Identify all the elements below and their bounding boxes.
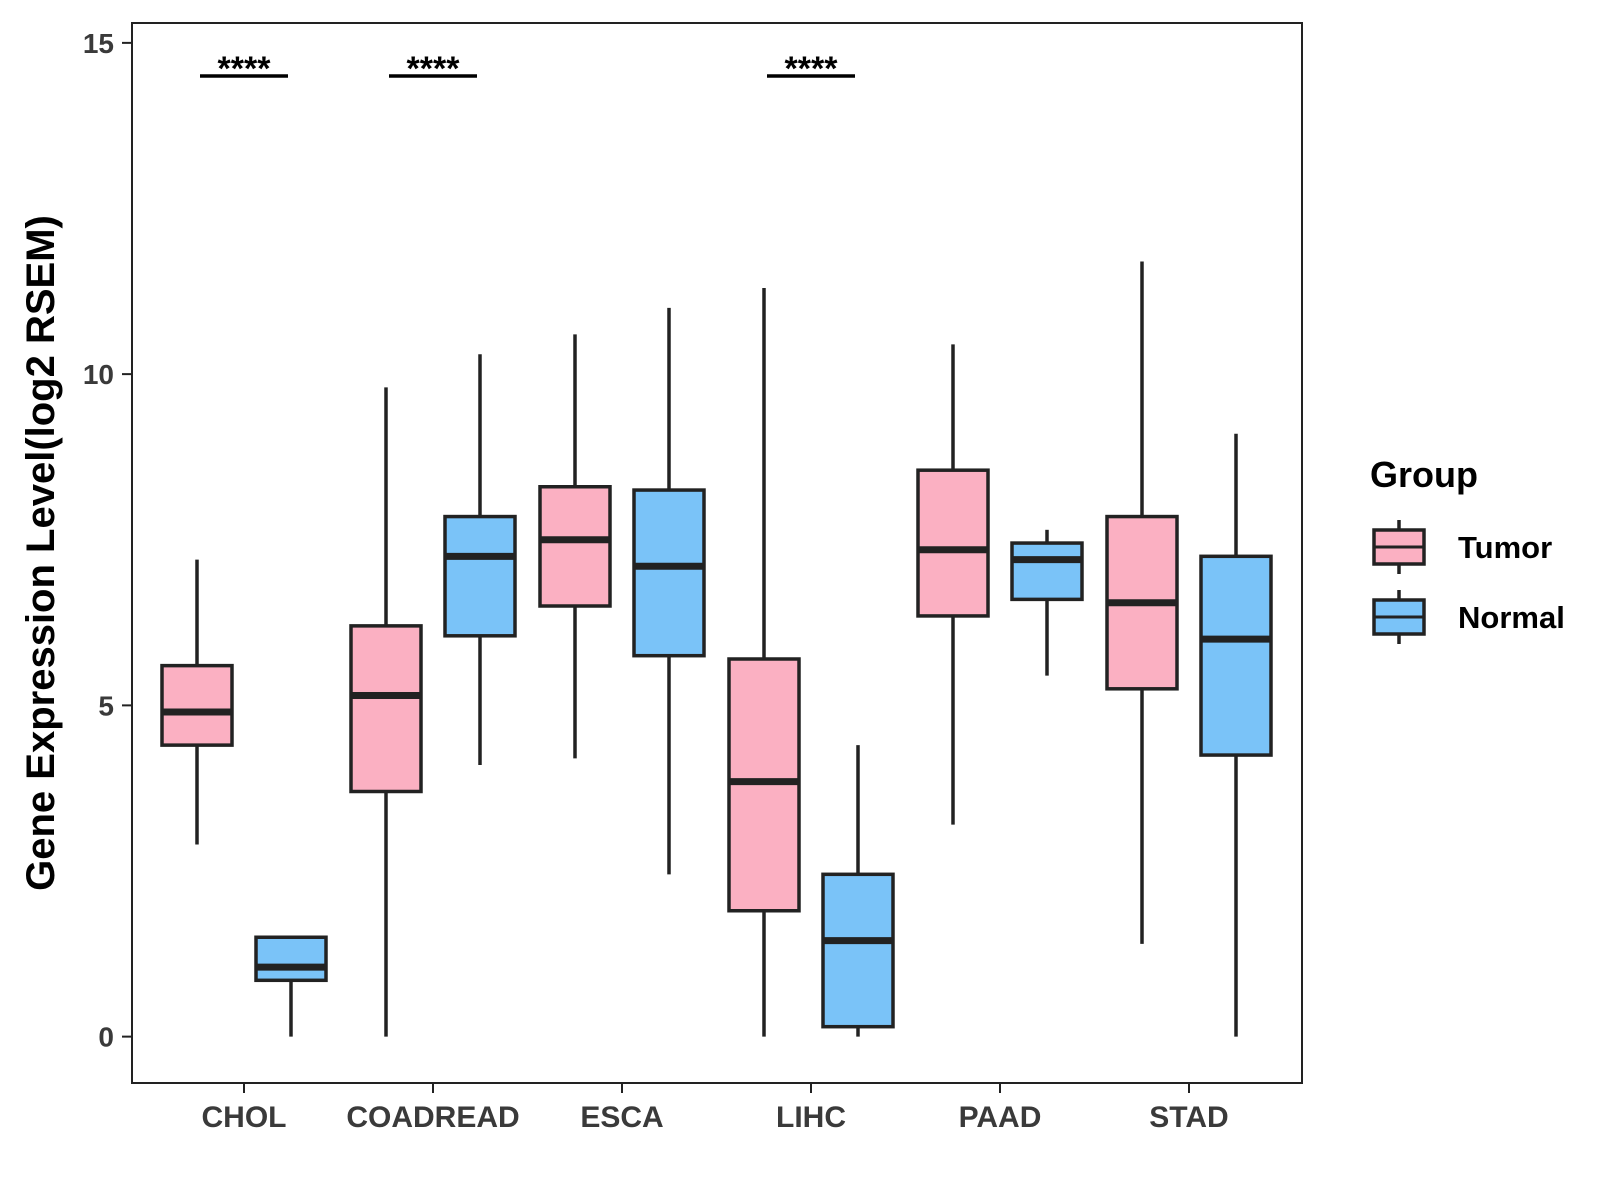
legend-label: Tumor (1458, 530, 1552, 565)
box-iqr (821, 872, 895, 1029)
y-tick-label: 10 (83, 359, 114, 390)
y-tick-label: 0 (98, 1022, 114, 1053)
significance-label: **** (218, 50, 272, 88)
box-tumor-paad (916, 344, 990, 825)
y-tick-label: 15 (83, 28, 114, 59)
series-normal (254, 307, 1273, 1037)
x-tick-label: CHOL (202, 1101, 287, 1134)
significance-label: **** (407, 50, 461, 88)
box-normal-stad (1199, 433, 1273, 1037)
y-tick-label: 5 (98, 690, 114, 721)
legend-entry-normal: Normal (1372, 590, 1565, 644)
box-normal-paad (1010, 529, 1084, 676)
box-tumor-lihc (727, 288, 801, 1037)
y-axis-title: Gene Expression Level(log2 RSEM) (19, 215, 63, 891)
series-tumor (160, 261, 1179, 1037)
box-normal-lihc (821, 745, 895, 1037)
box-iqr (916, 468, 990, 618)
legend-title: Group (1370, 454, 1478, 495)
box-iqr (538, 485, 612, 608)
box-normal-esca (632, 307, 706, 875)
significance-annotations: **** **** **** (200, 50, 855, 88)
significance-coadread: **** (389, 50, 477, 88)
box-iqr (254, 935, 328, 983)
x-tick-label: STAD (1149, 1101, 1228, 1134)
significance-lihc: **** (767, 50, 855, 88)
box-iqr (1010, 541, 1084, 602)
box-iqr (349, 624, 423, 794)
x-axis: CHOL COADREAD ESCA LIHC PAAD STAD (202, 1083, 1229, 1134)
box-iqr (1199, 554, 1273, 757)
box-tumor-esca (538, 334, 612, 759)
box-tumor-coadread (349, 387, 423, 1037)
x-tick-label: COADREAD (346, 1101, 519, 1134)
x-tick-label: PAAD (959, 1101, 1042, 1134)
box-iqr (632, 488, 706, 658)
box-iqr (160, 663, 234, 747)
box-iqr (443, 514, 517, 638)
legend-label: Normal (1458, 600, 1565, 635)
box-tumor-chol (160, 559, 234, 845)
x-tick-label: ESCA (580, 1101, 663, 1134)
box-normal-coadread (443, 354, 517, 765)
box-series (160, 261, 1273, 1037)
significance-chol: **** (200, 50, 288, 88)
x-tick-label: LIHC (776, 1101, 846, 1134)
box-normal-chol (254, 935, 328, 1037)
legend-entry-tumor: Tumor (1372, 520, 1552, 574)
significance-label: **** (785, 50, 839, 88)
legend: Group Tumor Normal (1370, 454, 1565, 644)
box-tumor-stad (1105, 261, 1179, 944)
y-axis: 0 5 10 15 (83, 28, 132, 1053)
